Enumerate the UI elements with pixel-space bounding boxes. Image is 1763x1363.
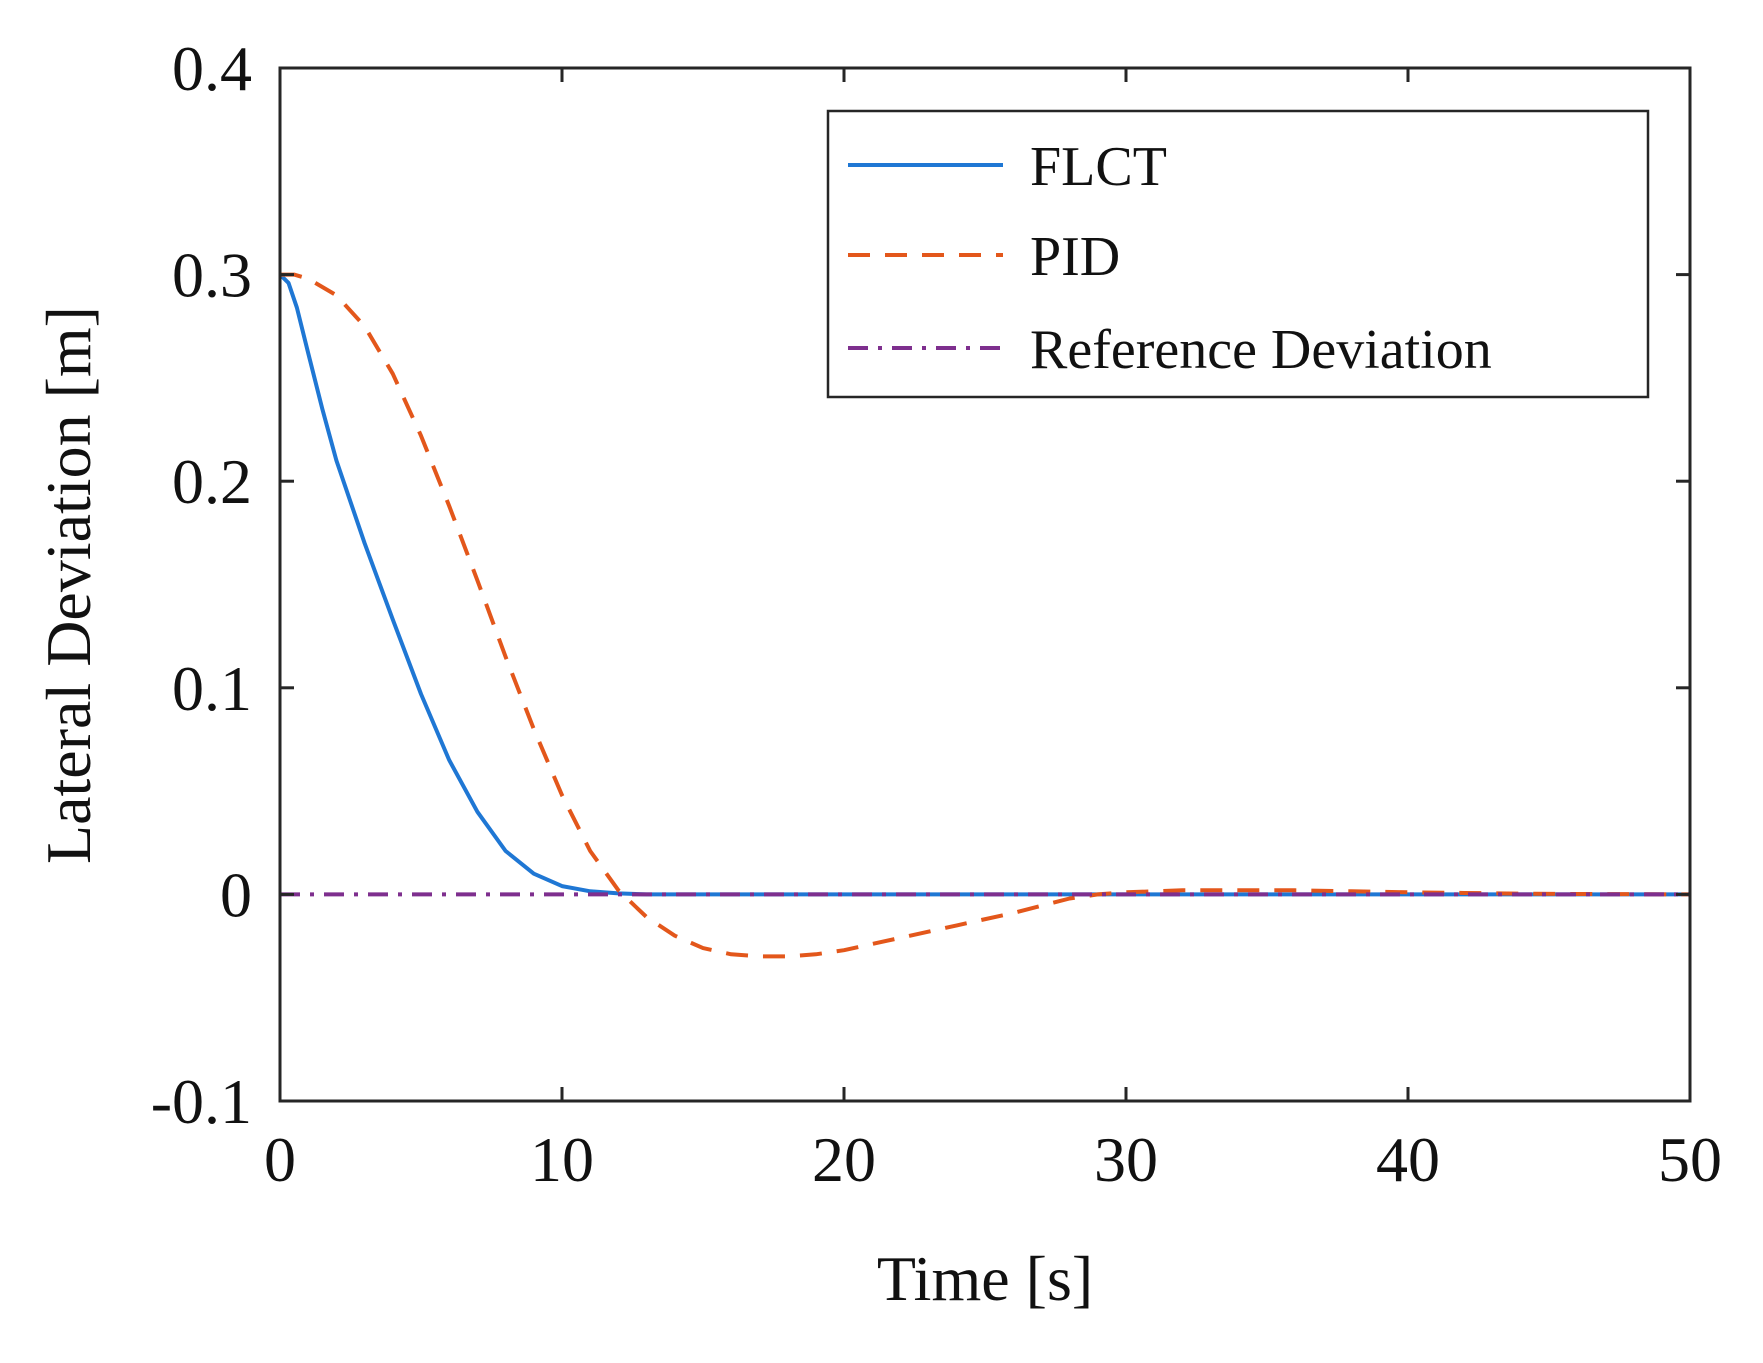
y-tick-label: 0.2 — [172, 446, 252, 517]
y-tick-label: -0.1 — [151, 1066, 252, 1137]
x-tick-label: 0 — [264, 1124, 296, 1195]
legend-box — [826, 109, 1650, 399]
x-tick-label: 50 — [1658, 1124, 1722, 1195]
y-tick-label: 0.3 — [172, 240, 252, 311]
y-tick-label: 0.4 — [172, 33, 252, 104]
x-axis-ticks — [278, 68, 1692, 1101]
legend-label-pid: PID — [1030, 226, 1120, 288]
y-axis-ticks — [280, 66, 1690, 1103]
legend: FLCT PID Reference Deviation — [826, 109, 1650, 399]
series-layer — [278, 272, 1691, 959]
plot-frame — [278, 66, 1692, 1103]
x-axis-tick-labels: 0 10 20 30 40 50 — [264, 1124, 1722, 1195]
x-tick-label: 10 — [530, 1124, 594, 1195]
legend-label-reference-deviation: Reference Deviation — [1030, 319, 1492, 381]
x-tick-label: 40 — [1376, 1124, 1440, 1195]
legend-label-flct: FLCT — [1030, 136, 1167, 198]
series-line-pid — [280, 272, 1691, 959]
y-tick-label: 0.1 — [172, 653, 252, 724]
y-axis-title: Lateral Deviation [m] — [33, 306, 104, 864]
y-axis-tick-labels: -0.1 0 0.1 0.2 0.3 0.4 — [151, 33, 252, 1137]
x-tick-label: 20 — [812, 1124, 876, 1195]
x-tick-label: 30 — [1094, 1124, 1158, 1195]
legend-items: FLCT PID Reference Deviation — [848, 136, 1492, 381]
x-axis-title: Time [s] — [877, 1243, 1093, 1314]
y-tick-label: 0 — [220, 859, 252, 930]
